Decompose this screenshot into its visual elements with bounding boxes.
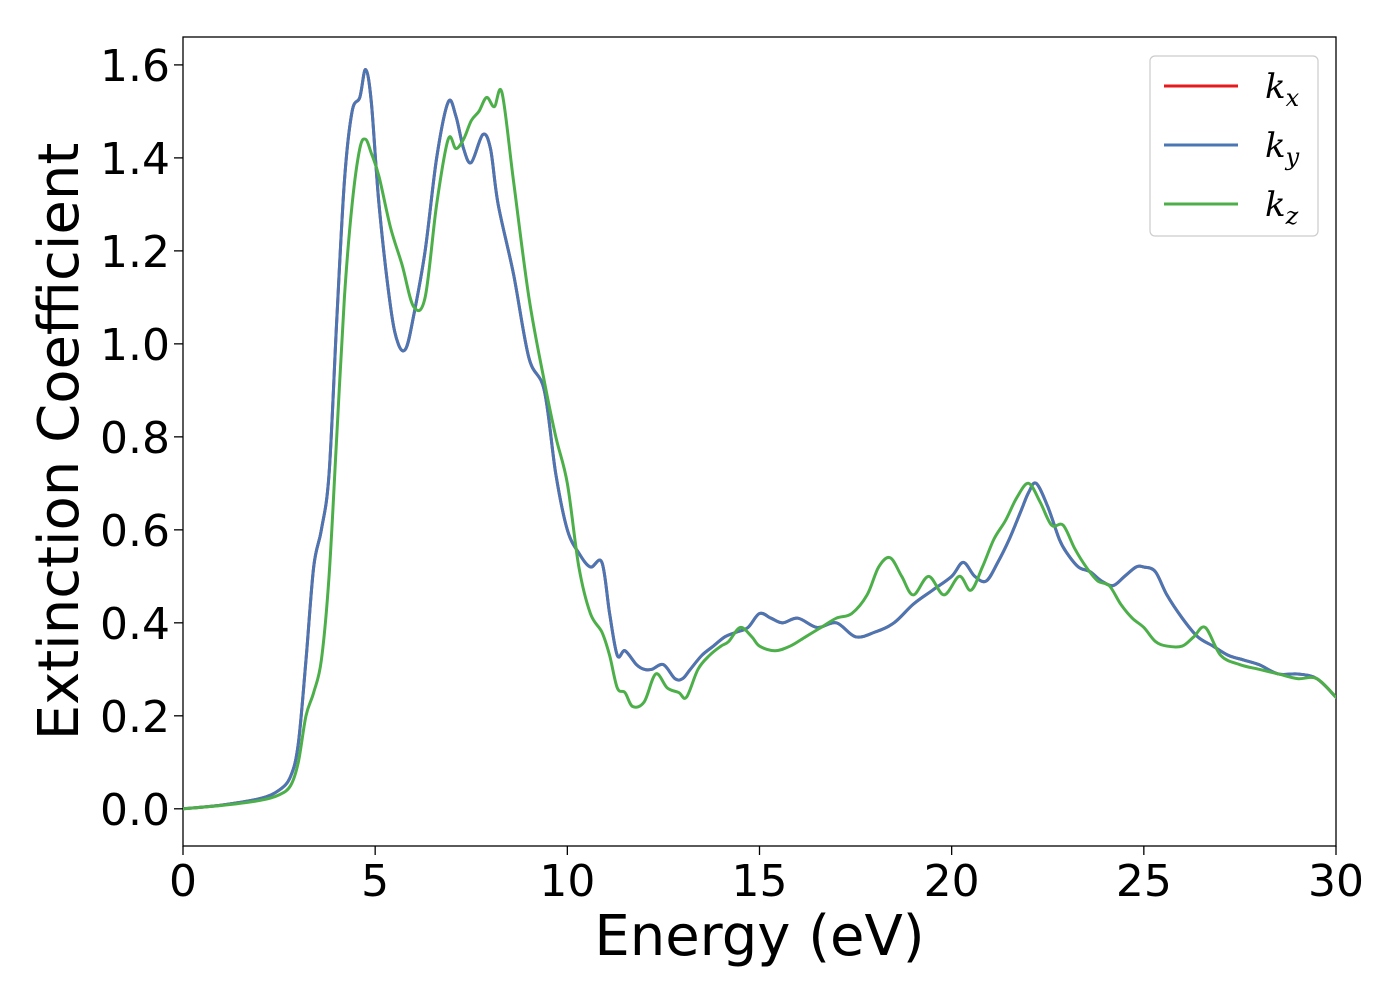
legend-label-ky: ky	[1265, 126, 1300, 171]
x-axis: 0 5 10 15 20 25 30	[169, 846, 1364, 907]
legend-label-kx: kx	[1265, 67, 1300, 112]
y-tick-label: 0.2	[100, 692, 170, 743]
y-tick-label: 0.4	[100, 599, 170, 650]
x-tick-label: 25	[1116, 856, 1172, 907]
legend: kx ky kz	[1149, 55, 1319, 237]
legend-label-kz: kz	[1265, 185, 1299, 230]
x-tick-label: 0	[169, 856, 197, 907]
x-tick-label: 15	[732, 856, 788, 907]
y-tick-label: 1.4	[100, 134, 170, 185]
y-tick-label: 0.6	[100, 506, 170, 557]
y-tick-label: 1.0	[100, 320, 170, 371]
y-tick-label: 0.0	[100, 785, 170, 836]
series-layer	[183, 68, 1336, 811]
x-tick-label: 30	[1308, 856, 1364, 907]
x-tick-label: 10	[539, 856, 595, 907]
y-axis-title: Extinction Coefficient	[27, 143, 92, 741]
series-line-ky	[183, 68, 1336, 811]
y-tick-label: 1.2	[100, 227, 170, 278]
x-tick-label: 20	[924, 856, 980, 907]
y-tick-label: 1.6	[100, 41, 170, 92]
y-axis: 0.0 0.2 0.4 0.6 0.8 1.0 1.2 1.4 1.6	[100, 41, 183, 836]
series-line-kz	[183, 88, 1336, 811]
x-axis-title: Energy (eV)	[594, 904, 924, 969]
x-tick-label: 5	[361, 856, 389, 907]
y-tick-label: 0.8	[100, 413, 170, 464]
plot-area	[182, 36, 1337, 847]
